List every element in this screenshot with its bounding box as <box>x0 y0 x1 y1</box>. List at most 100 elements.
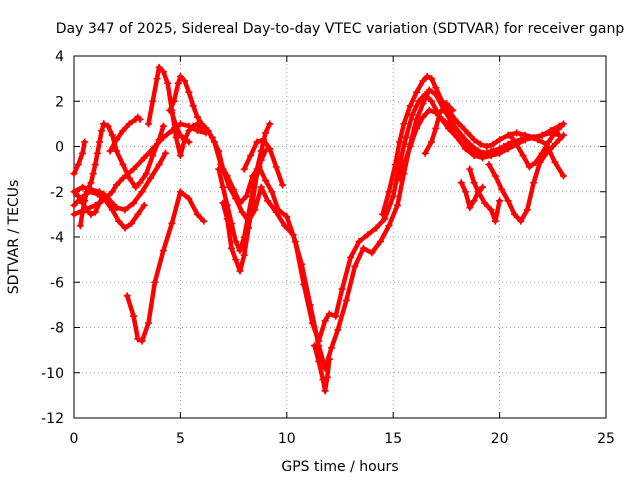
data-point <box>283 213 291 221</box>
data-point <box>325 310 333 318</box>
series-line <box>71 139 87 176</box>
data-point <box>108 206 116 214</box>
data-point <box>127 219 135 227</box>
series-trace-6 <box>106 113 144 155</box>
x-tick-label: 10 <box>278 431 296 447</box>
data-point <box>200 217 208 225</box>
data-point <box>306 301 314 309</box>
data-point <box>193 113 201 121</box>
x-tick-label: 5 <box>176 431 185 447</box>
data-point <box>155 136 163 144</box>
data-point <box>236 267 244 275</box>
y-tick-label: -10 <box>41 366 64 382</box>
data-point <box>208 133 216 141</box>
data-point <box>70 201 78 209</box>
data-point <box>138 337 146 345</box>
data-point <box>70 188 78 196</box>
data-point <box>289 231 297 239</box>
data-point <box>176 120 184 128</box>
data-point <box>523 206 531 214</box>
data-point <box>389 192 397 200</box>
data-point <box>457 131 465 139</box>
series-line <box>205 92 562 344</box>
series-trace-23 <box>506 122 565 171</box>
series-trace-11 <box>204 90 563 345</box>
series-trace-1 <box>70 138 89 178</box>
data-point <box>298 260 306 268</box>
data-point <box>98 127 106 135</box>
data-point <box>227 244 235 252</box>
data-point <box>159 247 167 255</box>
data-point <box>406 143 414 150</box>
data-point <box>185 138 193 146</box>
data-point <box>355 238 363 246</box>
data-point <box>323 373 331 381</box>
data-point <box>338 285 346 293</box>
data-point <box>219 183 227 191</box>
data-point <box>530 133 538 141</box>
data-point <box>381 215 389 223</box>
data-point <box>225 183 233 191</box>
series-trace-5 <box>100 120 167 191</box>
data-point <box>402 133 410 141</box>
x-tick-labels: 0 5 10 15 20 25 <box>70 431 615 447</box>
data-point <box>264 197 272 205</box>
data-point <box>449 106 457 114</box>
data-point <box>464 129 472 137</box>
data-point <box>113 204 121 212</box>
data-point <box>76 222 84 230</box>
data-point <box>79 149 87 157</box>
data-point <box>181 136 189 144</box>
data-point <box>436 109 444 117</box>
data-point <box>91 208 99 216</box>
series-line <box>422 101 456 156</box>
data-point <box>464 140 472 148</box>
data-point <box>491 217 499 225</box>
data-point <box>140 154 148 162</box>
data-point <box>413 88 421 96</box>
data-point <box>85 183 93 191</box>
data-point <box>428 97 436 105</box>
data-point <box>379 210 387 218</box>
data-point <box>176 188 184 196</box>
data-point <box>391 161 399 169</box>
data-point <box>151 278 159 286</box>
data-point <box>538 149 546 157</box>
data-point <box>155 63 163 71</box>
y-axis-label: SDTVAR / TECUs <box>6 180 22 295</box>
data-point <box>466 165 474 173</box>
data-point <box>170 97 178 105</box>
data-point <box>185 127 193 135</box>
data-point <box>413 124 421 132</box>
data-point <box>530 179 538 187</box>
data-point <box>351 262 359 270</box>
data-point <box>423 72 431 80</box>
data-point <box>327 344 335 352</box>
data-point <box>485 161 493 169</box>
data-point <box>79 208 87 216</box>
data-point <box>428 75 436 83</box>
data-point <box>521 136 529 144</box>
data-point <box>506 131 514 139</box>
data-point <box>113 181 121 189</box>
data-point <box>153 75 161 83</box>
data-point <box>419 113 427 121</box>
data-point <box>413 115 421 123</box>
grid-lines <box>74 56 606 418</box>
data-point <box>119 127 127 135</box>
data-point <box>513 129 521 137</box>
data-point <box>470 197 478 205</box>
data-point <box>189 122 197 130</box>
data-point <box>232 195 240 203</box>
data-point <box>479 152 487 160</box>
data-point <box>517 217 525 225</box>
data-point <box>253 170 261 178</box>
data-point <box>204 127 212 135</box>
data-point <box>525 163 533 171</box>
data-point <box>376 238 384 246</box>
data-point <box>474 188 482 196</box>
data-point <box>96 199 104 207</box>
data-point <box>130 199 138 207</box>
data-point <box>168 109 176 117</box>
data-point <box>136 179 144 187</box>
